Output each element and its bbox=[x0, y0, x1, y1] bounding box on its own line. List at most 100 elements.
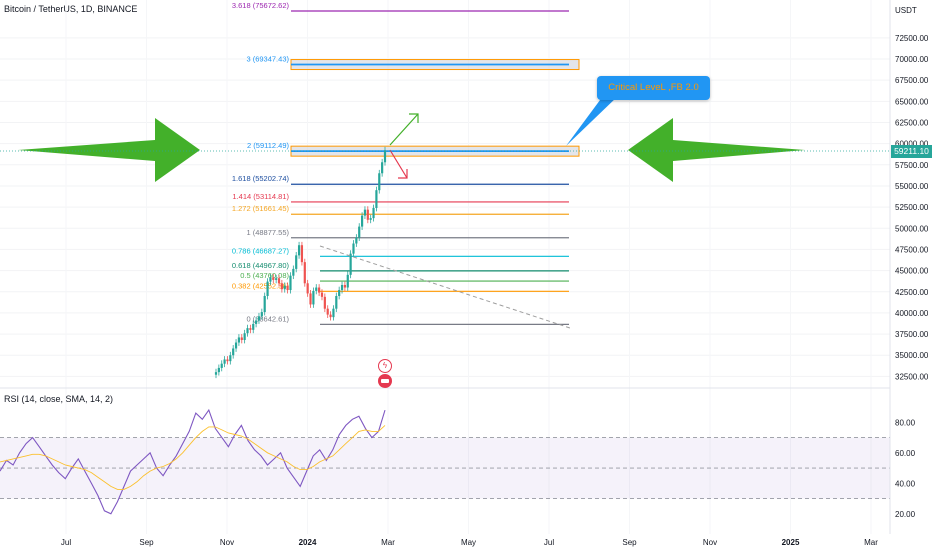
price-axis-label: 52500.00 bbox=[895, 203, 929, 212]
price-candle bbox=[280, 283, 283, 290]
price-axis-label: 57500.00 bbox=[895, 161, 929, 170]
price-candle bbox=[323, 296, 326, 309]
time-axis: Jul Sep Nov 2024 Mar May Jul Sep Nov 2025 Mar bbox=[61, 538, 878, 547]
rsi-ma-line bbox=[0, 425, 386, 490]
price-axis-label: 67500.00 bbox=[895, 76, 929, 85]
price-axis-label: 60000.00 bbox=[895, 140, 929, 149]
price-candle bbox=[266, 281, 269, 296]
price-candle bbox=[312, 290, 315, 305]
lightning-icon[interactable]: ϟ bbox=[378, 359, 392, 373]
price-candle bbox=[283, 285, 286, 290]
critical-level-callout[interactable]: Critical LeveL ,FB 2.0 bbox=[597, 76, 710, 100]
rsi-axis-label: 20.00 bbox=[895, 510, 916, 519]
price-candle bbox=[275, 278, 278, 280]
price-axis-label: 50000.00 bbox=[895, 224, 929, 233]
time-axis-label: Nov bbox=[220, 538, 234, 547]
price-candle bbox=[363, 209, 367, 216]
price-axis-label: 55000.00 bbox=[895, 182, 929, 191]
price-candle bbox=[243, 333, 246, 340]
price-candle bbox=[315, 287, 318, 291]
price-candle bbox=[383, 150, 387, 163]
price-candle bbox=[366, 209, 369, 220]
price-axis-label: 32500.00 bbox=[895, 372, 929, 381]
trend-down-icon bbox=[389, 149, 408, 179]
fib-level-label: 1.414 (53114.81) bbox=[232, 192, 289, 201]
price-candle bbox=[369, 218, 372, 220]
fib-level-label: 0 (38642.61) bbox=[246, 314, 289, 323]
price-candle bbox=[349, 253, 352, 275]
price-axis: 72500.00 70000.00 67500.00 65000.00 62500.00… bbox=[895, 34, 929, 519]
price-candle bbox=[246, 328, 249, 334]
price-candle bbox=[260, 312, 263, 317]
price-axis-label: 35000.00 bbox=[895, 351, 929, 360]
price-candle bbox=[375, 190, 378, 208]
time-axis-label: 2024 bbox=[299, 538, 317, 547]
price-candle bbox=[340, 284, 344, 291]
price-candle bbox=[297, 245, 301, 256]
chart-title: Bitcoin / TetherUS, 1D, BINANCE bbox=[4, 4, 138, 14]
arrow-right-icon bbox=[18, 118, 200, 182]
price-candle bbox=[217, 367, 220, 373]
time-axis-label: Mar bbox=[864, 538, 878, 547]
price-axis-label: 72500.00 bbox=[895, 34, 929, 43]
annotations bbox=[0, 96, 890, 329]
fib-level-label: 0.786 (46687.27) bbox=[232, 246, 290, 255]
rsi-axis-label: 80.00 bbox=[895, 418, 916, 427]
price-candle bbox=[240, 337, 243, 340]
price-candle bbox=[214, 372, 218, 375]
price-candle bbox=[237, 337, 241, 343]
time-axis-label: Jul bbox=[544, 538, 554, 547]
price-candle bbox=[220, 363, 223, 368]
arrow-left-icon bbox=[628, 118, 805, 182]
price-candle bbox=[272, 277, 275, 280]
rsi-axis-label: 60.00 bbox=[895, 449, 916, 458]
time-axis-label: Nov bbox=[703, 538, 717, 547]
price-candle bbox=[223, 359, 226, 364]
price-candle bbox=[229, 355, 232, 362]
price-candle bbox=[277, 278, 281, 284]
price-candle bbox=[335, 295, 338, 309]
price-candle bbox=[355, 237, 358, 244]
price-candle bbox=[232, 348, 235, 356]
price-candle bbox=[295, 255, 298, 269]
time-axis-label: Mar bbox=[381, 538, 395, 547]
price-candle bbox=[303, 262, 306, 284]
current-price-tag: 59211.10 bbox=[891, 145, 932, 158]
fib-level-label: 1.272 (51661.45) bbox=[232, 204, 290, 213]
price-candle bbox=[269, 277, 272, 282]
price-candle bbox=[318, 287, 321, 293]
price-series bbox=[214, 146, 387, 379]
time-axis-label: Sep bbox=[622, 538, 637, 547]
time-axis-label: May bbox=[461, 538, 476, 547]
price-axis-label: 42500.00 bbox=[895, 288, 929, 297]
fib-level-label: 3 (69347.43) bbox=[246, 55, 289, 64]
price-candle bbox=[320, 292, 324, 297]
fib-level-label: 0.5 (43760.08) bbox=[240, 271, 289, 280]
price-axis-label: 45000.00 bbox=[895, 267, 929, 276]
rsi-axis-label: 40.00 bbox=[895, 479, 916, 488]
price-candle bbox=[326, 308, 329, 315]
price-axis-label: 47500.00 bbox=[895, 245, 929, 254]
price-candle bbox=[306, 283, 309, 294]
trend-up-icon bbox=[389, 113, 419, 146]
price-candle bbox=[292, 268, 295, 276]
fib-level-label: 1 (48877.55) bbox=[246, 228, 289, 237]
rsi-band bbox=[0, 437, 890, 499]
rsi-title: RSI (14, close, SMA, 14, 2) bbox=[4, 394, 114, 404]
time-axis-label: 2025 bbox=[782, 538, 800, 547]
time-axis-label: Sep bbox=[139, 538, 154, 547]
price-axis-label: 65000.00 bbox=[895, 97, 929, 106]
currency-label: USDT bbox=[895, 6, 917, 15]
us-flag-icon[interactable] bbox=[378, 374, 392, 388]
price-candle bbox=[358, 226, 361, 238]
fibonacci-levels: 3.618 (75672.62) 3 (69347.43) 2 (59112.49)… bbox=[232, 1, 580, 325]
grid-lines bbox=[0, 37, 890, 377]
price-candle bbox=[252, 323, 255, 330]
price-candle bbox=[255, 320, 258, 324]
price-candle bbox=[372, 207, 375, 219]
price-axis-label: 70000.00 bbox=[895, 55, 929, 64]
price-candle bbox=[381, 162, 384, 174]
price-axis-label: 40000.00 bbox=[895, 309, 929, 318]
price-candle bbox=[360, 215, 364, 227]
